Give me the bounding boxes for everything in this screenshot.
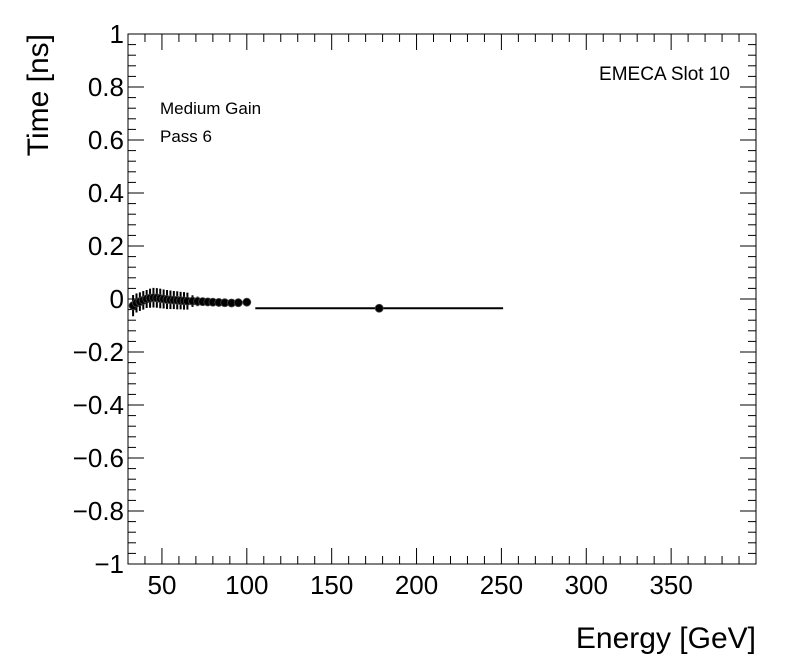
data-point: [233, 298, 243, 308]
tick-labels: 50 100 150 200 250 300 350 −1 −0.8 −0.6 −0.4 −0.2 0 0…: [73, 19, 693, 600]
data-point: [255, 303, 504, 313]
x-tick-label: 350: [649, 570, 692, 600]
x-tick-label: 100: [225, 570, 268, 600]
x-axis-label: Energy [GeV]: [576, 622, 756, 655]
x-tick-label: 250: [480, 570, 523, 600]
data-marker: [374, 303, 384, 313]
y-tick-label: 0.2: [88, 231, 124, 261]
y-tick-label: −0.8: [73, 496, 124, 526]
data-marker: [242, 297, 252, 307]
x-tick-label: 300: [565, 570, 608, 600]
gain-annotation: Medium Gain: [160, 99, 261, 118]
y-tick-label: −1: [94, 549, 124, 579]
data-point: [227, 298, 236, 308]
y-tick-label: −0.6: [73, 443, 124, 473]
data-marker: [233, 298, 243, 308]
slot-annotation: EMECA Slot 10: [599, 64, 730, 85]
y-tick-label: 0.4: [88, 178, 124, 208]
y-tick-label: 1: [110, 19, 124, 49]
y-axis-label: Time [ns]: [22, 34, 55, 156]
plot-frame: [127, 33, 757, 565]
data-point: [220, 298, 230, 308]
x-tick-label: 150: [310, 570, 353, 600]
y-tick-label: 0: [110, 284, 124, 314]
data-point: [242, 297, 252, 307]
x-tick-label: 50: [147, 570, 176, 600]
pass-annotation: Pass 6: [160, 127, 212, 146]
x-tick-label: 200: [395, 570, 438, 600]
y-tick-label: −0.4: [73, 390, 124, 420]
axis-ticks: [127, 33, 757, 565]
data-points: [128, 287, 504, 317]
y-tick-label: 0.6: [88, 125, 124, 155]
y-tick-label: −0.2: [73, 337, 124, 367]
y-tick-label: 0.8: [88, 72, 124, 102]
